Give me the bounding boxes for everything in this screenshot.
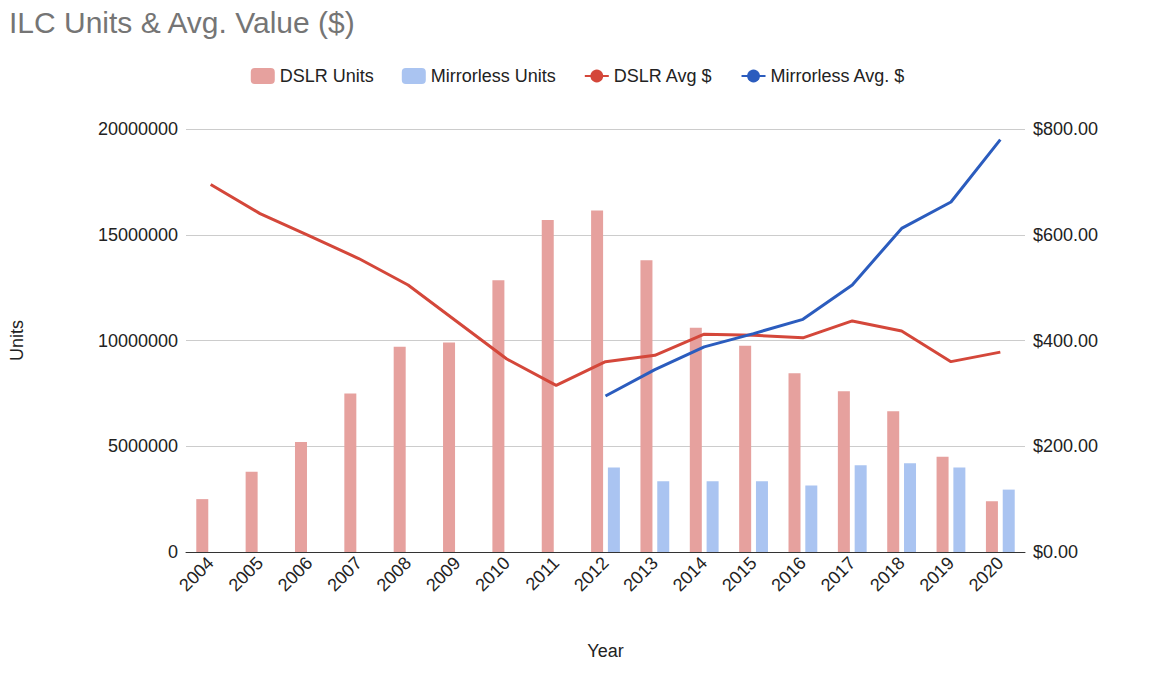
svg-text:$200.00: $200.00 — [1033, 436, 1098, 456]
svg-text:2018: 2018 — [866, 553, 908, 595]
svg-text:Year: Year — [587, 641, 623, 661]
svg-text:2011: 2011 — [522, 553, 563, 594]
svg-text:2010: 2010 — [471, 553, 513, 595]
svg-text:Units: Units — [7, 320, 27, 361]
svg-text:0: 0 — [168, 542, 178, 562]
svg-text:DSLR Units: DSLR Units — [280, 66, 374, 86]
svg-text:15000000: 15000000 — [98, 225, 178, 245]
svg-text:DSLR Avg $: DSLR Avg $ — [614, 66, 712, 86]
svg-text:2012: 2012 — [570, 553, 612, 595]
svg-text:$600.00: $600.00 — [1033, 225, 1098, 245]
svg-text:2019: 2019 — [916, 553, 958, 595]
svg-text:$400.00: $400.00 — [1033, 331, 1098, 351]
svg-text:2014: 2014 — [669, 553, 711, 595]
svg-text:2020: 2020 — [965, 553, 1007, 595]
svg-text:2006: 2006 — [274, 553, 316, 595]
svg-text:20000000: 20000000 — [98, 119, 178, 139]
svg-text:ILC Units & Avg. Value ($): ILC Units & Avg. Value ($) — [9, 6, 355, 39]
svg-text:2013: 2013 — [619, 553, 661, 595]
svg-text:2015: 2015 — [718, 553, 760, 595]
svg-text:2004: 2004 — [175, 553, 217, 595]
svg-text:2009: 2009 — [422, 553, 464, 595]
svg-text:5000000: 5000000 — [108, 436, 178, 456]
svg-text:2016: 2016 — [768, 553, 810, 595]
svg-text:Mirrorless Avg. $: Mirrorless Avg. $ — [771, 66, 905, 86]
svg-text:2017: 2017 — [817, 553, 859, 595]
svg-text:$800.00: $800.00 — [1033, 119, 1098, 139]
svg-text:Mirrorless Units: Mirrorless Units — [431, 66, 556, 86]
svg-text:2005: 2005 — [225, 553, 267, 595]
svg-text:10000000: 10000000 — [98, 331, 178, 351]
svg-text:$0.00: $0.00 — [1033, 542, 1078, 562]
svg-text:2007: 2007 — [323, 553, 365, 595]
svg-text:2008: 2008 — [373, 553, 415, 595]
